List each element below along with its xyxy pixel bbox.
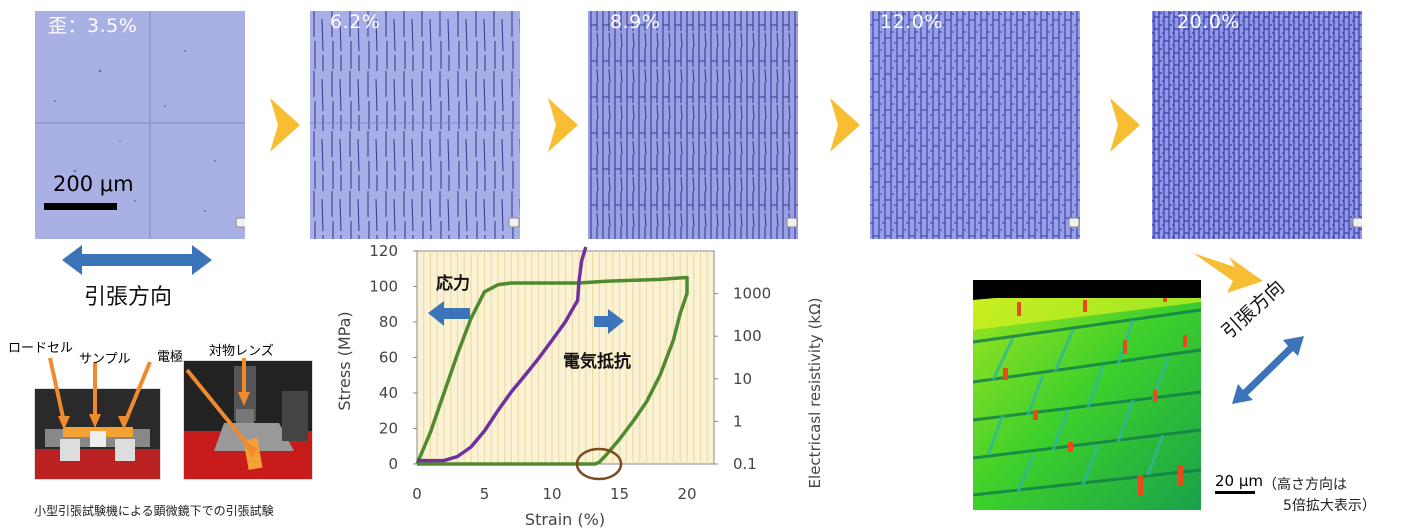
tensile-device-photo (34, 388, 161, 480)
y-tick-label: 20 (379, 420, 398, 438)
y-tick-label: 60 (379, 349, 398, 367)
micrograph-panel-4 (870, 11, 1080, 239)
arrow-right-icon (1110, 98, 1140, 152)
micrograph-image (35, 11, 245, 239)
stress-series-line (415, 275, 689, 466)
map-note-line2: 5倍拡大表示） (1283, 498, 1376, 514)
height-map-3d (973, 280, 1201, 510)
microscope-photo (183, 360, 313, 480)
micrograph-image (1152, 11, 1362, 239)
resistance-annotation: 電気抵抗 (563, 351, 631, 372)
plot-grid (423, 251, 708, 464)
strain-label-4: 12.0% (880, 11, 943, 33)
double-arrow-icon (62, 245, 212, 275)
map-scale-bar (1215, 491, 1255, 494)
micrograph-panel-2 (310, 11, 520, 239)
right-blue-arrow-icon (594, 309, 624, 334)
y2-tick-label: 100 (733, 327, 762, 345)
y2-tick-label: 1 (733, 412, 743, 430)
callout-lines (48, 357, 258, 458)
scale-bar (44, 203, 117, 210)
micrograph-image (870, 11, 1080, 239)
resistance-series-line (417, 246, 588, 463)
y2-axis-label: Electricasl resistivity (kΩ) (806, 298, 824, 489)
callout-load-cell: ロードセル (8, 341, 74, 356)
arrow-right-icon (830, 98, 860, 152)
diagonal-double-arrow-icon (1232, 336, 1304, 404)
x-tick-label: 20 (677, 485, 696, 503)
tension-direction-label: 引張方向 (84, 285, 173, 310)
x-axis-label: Strain (%) (525, 510, 605, 528)
y-tick-label: 80 (379, 313, 398, 331)
micrograph-panel-3 (588, 11, 798, 239)
y-tick-label: 0 (388, 455, 398, 473)
micrograph-panel-5 (1152, 11, 1362, 239)
y-tick-label: 40 (379, 384, 398, 402)
y-tick-label: 100 (369, 278, 398, 296)
callout-electrode: 電極 (157, 350, 184, 365)
left-blue-arrow-icon (428, 301, 470, 326)
y2-tick-label: 0.1 (733, 455, 757, 473)
x-tick-label: 0 (412, 485, 422, 503)
strain-label-3: 8.9% (610, 11, 661, 33)
map-note-line1: （高さ方向は (1263, 477, 1347, 493)
arrow-down-right-icon (1193, 253, 1263, 293)
callout-sample: サンプル (79, 352, 131, 367)
strain-label-2: 6.2% (330, 11, 381, 33)
y2-tick-label: 10 (733, 370, 752, 388)
device-caption: 小型引張試験機による顕微鏡下での引張試験 (34, 504, 274, 518)
micrograph-image (588, 11, 798, 239)
strain-label-1: 歪：3.5% (48, 15, 138, 37)
micrograph-panel-1 (35, 11, 245, 239)
stress-resistance-chart: 0 5 10 15 20 0 20 40 60 80 100 120 0.1 1 10 100 1000 Str… (335, 243, 824, 528)
y-axis-label: Stress (MPa) (335, 311, 354, 410)
crack-onset-circle (575, 447, 623, 481)
x-tick-label: 10 (542, 485, 561, 503)
y-tick-label: 120 (369, 243, 398, 260)
arrow-right-icon (270, 98, 300, 152)
map-scale-label: 20 μm (1215, 472, 1264, 490)
micrograph-image (310, 11, 520, 239)
strain-label-5: 20.0% (1177, 11, 1240, 33)
arrow-right-icon (548, 98, 578, 152)
callout-objective: 対物レンズ (209, 344, 274, 359)
x-tick-label: 15 (610, 485, 629, 503)
scale-bar-label: 200 μm (53, 172, 134, 196)
stress-annotation: 応力 (436, 273, 470, 294)
x-tick-label: 5 (480, 485, 490, 503)
y2-tick-label: 1000 (733, 285, 771, 303)
